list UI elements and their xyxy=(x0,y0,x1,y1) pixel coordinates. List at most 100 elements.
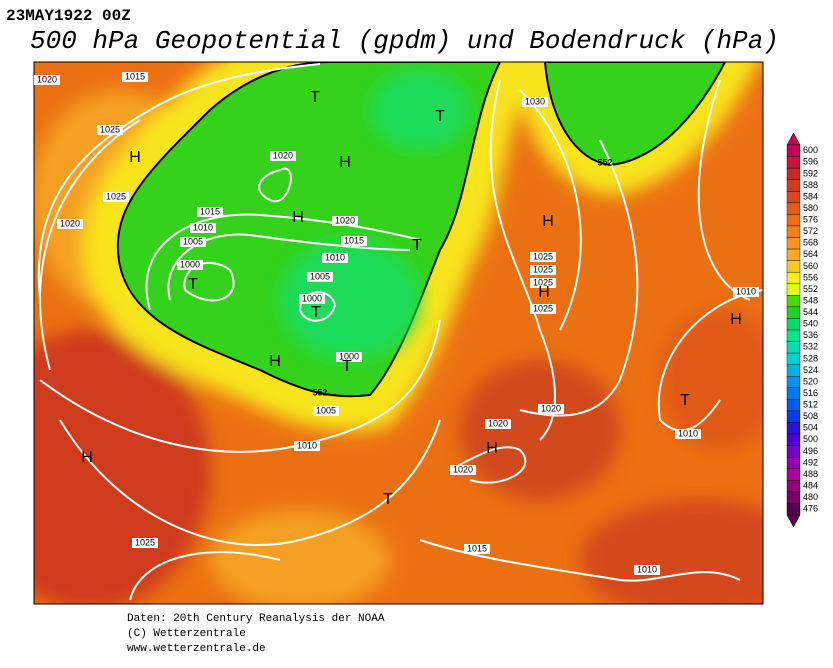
colorbar-label: 588 xyxy=(803,180,818,190)
contour-label: 552 xyxy=(312,387,327,397)
isobar-label: 1025 xyxy=(533,277,553,287)
colorbar-swatch xyxy=(786,410,801,423)
colorbar-swatch xyxy=(786,260,801,273)
pressure-center: T xyxy=(342,358,352,375)
colorbar-swatch xyxy=(786,237,801,250)
isobar-label: 1020 xyxy=(453,464,473,474)
colorbar-label: 480 xyxy=(803,492,818,502)
footer-line: (C) Wetterzentrale xyxy=(127,628,246,640)
isobar-label-box xyxy=(299,294,325,304)
date-label: 23MAY1922 00Z xyxy=(6,7,131,25)
contour-label: 552 xyxy=(597,157,612,167)
colorbar-label: 576 xyxy=(803,215,818,225)
colorbar-label: 536 xyxy=(803,330,818,340)
isobar-label-box xyxy=(122,72,148,82)
colorbar-swatch xyxy=(786,352,801,365)
isobar-label: 1015 xyxy=(344,235,364,245)
colorbar-swatch xyxy=(786,456,801,469)
pressure-center: H xyxy=(730,311,742,328)
isobar-label: 1010 xyxy=(297,440,317,450)
colorbar-swatch xyxy=(786,341,801,354)
isobar-label: 1015 xyxy=(125,71,145,81)
footer-line: www.wetterzentrale.de xyxy=(127,643,266,655)
colorbar-swatch xyxy=(786,376,801,389)
pressure-center: H xyxy=(486,440,498,457)
colorbar-swatch xyxy=(786,144,801,157)
isobar-label-box xyxy=(197,207,223,217)
isobar-label-box xyxy=(336,352,362,362)
isobar-label: 1025 xyxy=(533,303,553,313)
colorbar-swatch xyxy=(786,318,801,331)
colorbar-label: 532 xyxy=(803,342,818,352)
pressure-center: H xyxy=(269,353,281,370)
isobar-label-box xyxy=(538,404,564,414)
colorbar-swatch xyxy=(786,445,801,458)
isobar-label: 1025 xyxy=(533,251,553,261)
isobar-label: 1000 xyxy=(302,293,322,303)
isobar-label-box xyxy=(733,287,759,297)
pressure-center: T xyxy=(680,392,690,409)
colorbar-arrow xyxy=(786,132,801,146)
isobar-label-box xyxy=(190,223,216,233)
pressure-center: T xyxy=(435,108,445,125)
isobar-label: 1010 xyxy=(193,222,213,232)
isobar-label-box xyxy=(57,219,83,229)
colorbar-swatch xyxy=(786,503,801,516)
isobar-label: 1025 xyxy=(100,124,120,134)
isobar-label: 1020 xyxy=(335,215,355,225)
colorbar-swatch xyxy=(786,295,801,308)
isobar-label: 1010 xyxy=(325,252,345,262)
colorbar: 6005965925885845805765725685645605565525… xyxy=(786,132,818,528)
isobar-label: 1020 xyxy=(273,150,293,160)
isobar-label: 1010 xyxy=(637,564,657,574)
isobar-label-box xyxy=(177,260,203,270)
isobar-label-box xyxy=(675,429,701,439)
colorbar-swatch xyxy=(786,283,801,296)
colorbar-label: 500 xyxy=(803,434,818,444)
colorbar-label: 584 xyxy=(803,191,818,201)
isobar-label-box xyxy=(530,278,556,288)
isobar-label-box xyxy=(522,97,548,107)
map-field xyxy=(34,62,763,604)
colorbar-swatch xyxy=(786,399,801,412)
colorbar-swatch xyxy=(786,491,801,504)
colorbar-label: 488 xyxy=(803,469,818,479)
isobar-label-box xyxy=(97,125,123,135)
map-frame xyxy=(33,61,764,605)
colorbar-label: 544 xyxy=(803,307,818,317)
isobar-label-box xyxy=(464,544,490,554)
isobar-label: 1015 xyxy=(467,543,487,553)
colorbar-label: 540 xyxy=(803,319,818,329)
isobar-label-box xyxy=(530,304,556,314)
isobar-label: 1005 xyxy=(183,236,203,246)
isobar-label-box xyxy=(313,406,339,416)
pressure-center: H xyxy=(339,154,351,171)
isobar-label-box xyxy=(634,565,660,575)
colorbar-label: 568 xyxy=(803,238,818,248)
colorbar-swatch xyxy=(786,156,801,169)
isobar-label: 1010 xyxy=(678,428,698,438)
map-title: 500 hPa Geopotential (gpdm) und Bodendru… xyxy=(30,26,779,56)
colorbar-label: 476 xyxy=(803,504,818,514)
colorbar-label: 572 xyxy=(803,226,818,236)
colorbar-swatch xyxy=(786,191,801,204)
isobar-label-box xyxy=(103,192,129,202)
colorbar-label: 592 xyxy=(803,168,818,178)
colorbar-swatch xyxy=(786,329,801,342)
isobar-label: 1025 xyxy=(135,537,155,547)
colorbar-swatch xyxy=(786,202,801,215)
colorbar-swatch xyxy=(786,306,801,319)
colorbar-label: 596 xyxy=(803,157,818,167)
isobar-label-box xyxy=(307,272,333,282)
isobar-label-box xyxy=(34,75,60,85)
isobar-label: 1005 xyxy=(310,271,330,281)
isobar-label: 1000 xyxy=(339,351,359,361)
footer-line: Daten: 20th Century Reanalysis der NOAA xyxy=(127,613,385,625)
colorbar-swatch xyxy=(786,480,801,493)
colorbar-swatch xyxy=(786,364,801,377)
colorbar-label: 496 xyxy=(803,446,818,456)
colorbar-label: 524 xyxy=(803,365,818,375)
colorbar-swatch xyxy=(786,422,801,435)
colorbar-swatch xyxy=(786,248,801,261)
colorbar-label: 560 xyxy=(803,261,818,271)
